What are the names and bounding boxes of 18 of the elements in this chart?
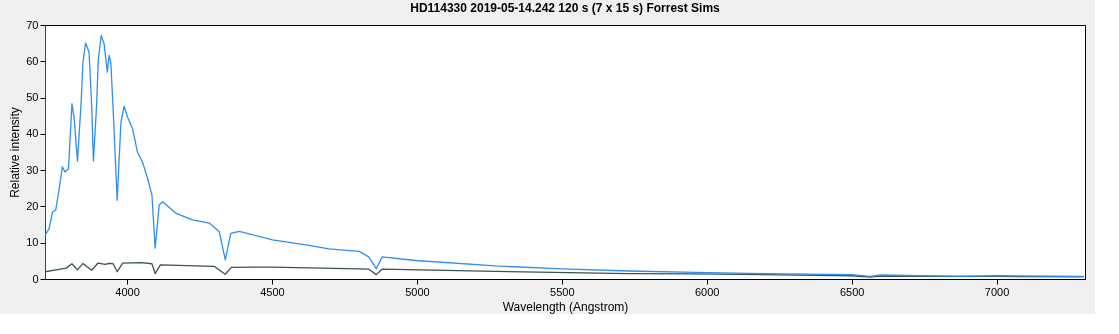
y-tick-label: 60 [26,54,39,67]
chart-title: HD114330 2019-05-14.242 120 s (7 x 15 s) Forrest Sims [410,1,721,15]
y-tick-label: 40 [26,127,39,140]
y-tick-label: 10 [26,236,39,249]
y-tick-label: 0 [32,272,39,285]
x-tick-label: 6500 [839,285,865,298]
y-axis-title: Relative intensity [8,107,23,198]
x-tick-label: 5000 [405,285,430,298]
y-tick-label: 20 [26,199,39,212]
x-tick-label: 6000 [695,285,720,298]
x-tick-label: 7000 [984,285,1010,298]
x-tick-label: 4000 [115,285,140,298]
x-axis-title: Wavelength (Angstrom) [502,299,629,314]
y-tick-label: 50 [26,91,39,104]
x-tick-label: 4500 [260,285,285,298]
y-tick-label: 30 [26,163,39,176]
y-tick-label: 70 [26,18,39,31]
x-tick-label: 5500 [550,285,575,298]
